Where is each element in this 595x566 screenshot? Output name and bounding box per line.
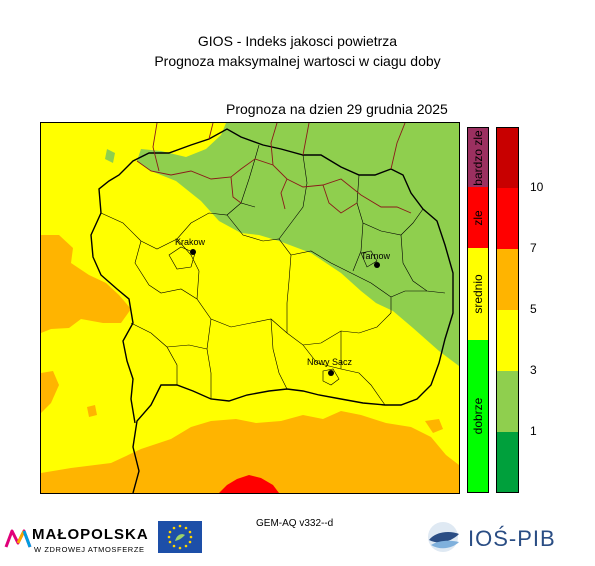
eu-life-flag-icon <box>158 521 202 553</box>
category-label-srednio: srednio <box>471 274 485 314</box>
colorbar-class-3 <box>497 310 518 371</box>
category-label-zle: zle <box>471 209 485 226</box>
external-district-borders <box>136 123 412 214</box>
elevated-zone-small-se <box>425 419 443 433</box>
forecast-date: Prognoza na dzien 29 grudnia 2025 <box>226 101 448 117</box>
colorbar-class-6 <box>497 128 518 188</box>
good-zone-spot <box>105 149 115 163</box>
high-zone-south <box>219 475 279 493</box>
city-marker-krakow <box>190 249 196 255</box>
malopolska-name: MAŁOPOLSKA <box>32 526 149 543</box>
category-srednio: srednio <box>468 248 488 340</box>
elevated-zone-south <box>41 411 459 493</box>
colorbar-class-1 <box>497 432 518 492</box>
ios-pib-name: IOŚ-PIB <box>468 526 556 551</box>
city-label-krakow: Krakow <box>175 237 206 247</box>
category-bardzo-zle: bardzo zle <box>468 128 488 187</box>
value-colorbar <box>496 127 519 493</box>
malopolska-logo <box>4 529 32 548</box>
category-zle: zle <box>468 187 488 248</box>
colorbar-tick-1: 1 <box>530 424 537 438</box>
category-dobrze: dobrze <box>468 340 488 492</box>
colorbar-class-4 <box>497 249 518 310</box>
colorbar-class-2 <box>497 371 518 432</box>
city-marker-nowy-sacz <box>328 370 334 376</box>
city-label-nowy-sacz: Nowy Sacz <box>307 357 353 367</box>
colorbar-tick-10: 10 <box>530 180 544 194</box>
malopolska-tagline: W ZDROWEJ ATMOSFERZE <box>34 545 145 554</box>
elevated-zone-west <box>41 235 131 333</box>
ios-pib-logo-icon <box>428 522 459 552</box>
colorbar-tick-3: 3 <box>530 363 537 377</box>
category-label-dobrze: dobrze <box>471 397 485 435</box>
map-title: GIOS - Indeks jakosci powietrza <box>197 33 398 49</box>
map-subtitle: Prognoza maksymalnej wartosci w ciagu do… <box>154 53 441 69</box>
city-marker-tarnow <box>374 262 380 268</box>
colorbar-tick-7: 7 <box>530 241 537 255</box>
colorbar-tick-5: 5 <box>530 302 537 316</box>
elevated-zone-west-spot2 <box>87 405 97 417</box>
category-label-bardzo-zle: bardzo zle <box>471 129 485 186</box>
model-version: GEM-AQ v332--d <box>256 518 334 529</box>
good-zone-northeast <box>137 123 459 366</box>
category-legend: bardzo zle zle srednio dobrze <box>467 127 489 493</box>
city-label-tarnow: Tarnow <box>361 251 391 261</box>
colorbar-class-5 <box>497 188 518 249</box>
air-quality-map: Krakow Tarnow Nowy Sacz <box>40 122 460 494</box>
elevated-zone-west-spot <box>41 371 59 413</box>
